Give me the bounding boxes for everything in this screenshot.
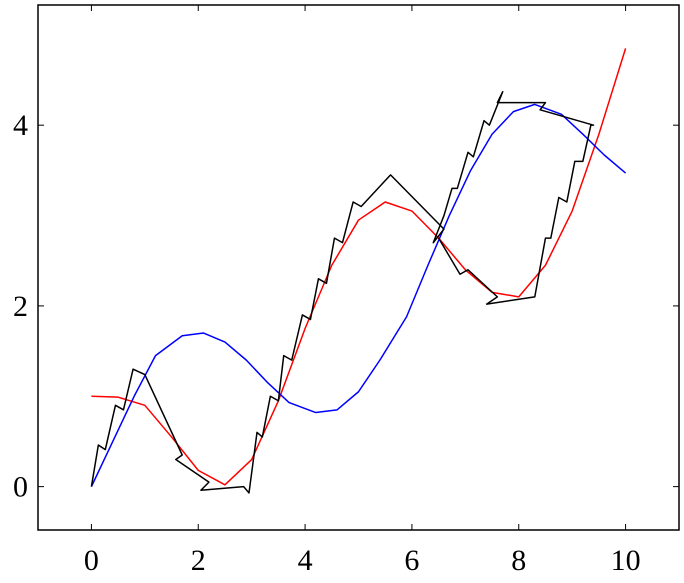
y-tick-label: 0 (13, 471, 28, 504)
y-tick-label: 2 (13, 290, 28, 323)
x-tick-label: 10 (611, 544, 641, 577)
x-tick-label: 8 (511, 544, 526, 577)
axis-frame (37, 4, 680, 531)
x-tick-label: 4 (298, 544, 313, 577)
series-line (91, 48, 627, 486)
x-tick-label: 0 (84, 544, 99, 577)
x-tick-label: 6 (404, 544, 419, 577)
y-tick-label: 4 (13, 109, 28, 142)
x-tick-label: 2 (191, 544, 206, 577)
series-line (90, 103, 627, 487)
series-line (90, 90, 595, 494)
